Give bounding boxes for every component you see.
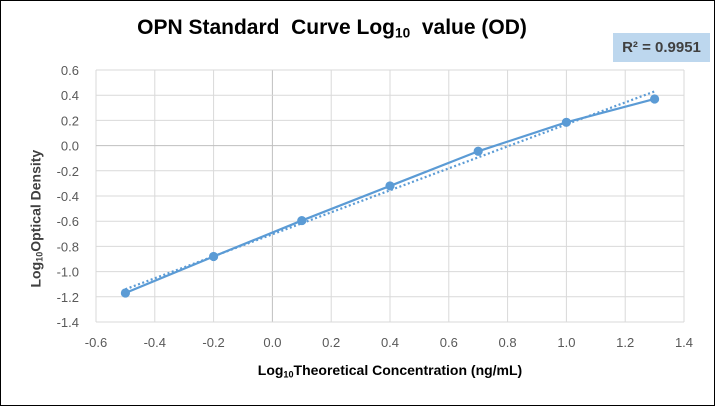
x-axis-label-subscript: 10 (283, 369, 294, 380)
y-tick-label: 0.0 (61, 139, 79, 154)
y-tick-label: -0.6 (57, 214, 79, 229)
chart-title-main: OPN Standard Curve Log (137, 16, 395, 39)
x-tick-label: -0.6 (85, 335, 107, 350)
y-axis-label-rest: Optical Density (27, 149, 44, 252)
y-tick-label: -1.0 (57, 265, 79, 280)
data-point (120, 288, 130, 298)
x-tick-label: -0.2 (202, 335, 224, 350)
y-tick-label: -0.4 (57, 189, 79, 204)
data-point (561, 117, 572, 127)
r-squared-label: R² = 0.9951 (622, 39, 701, 56)
x-tick-label: 0.4 (381, 335, 399, 350)
y-axis-label-subscript: 10 (34, 251, 45, 262)
x-tick-label: 1.0 (557, 335, 575, 350)
data-point (650, 94, 660, 104)
chart-title-subscript: 10 (394, 25, 411, 41)
y-tick-label: -1.2 (57, 290, 79, 305)
data-point (297, 215, 307, 226)
y-tick-label: -0.8 (57, 239, 79, 254)
x-tick-label: 1.4 (675, 335, 693, 350)
y-axis-label: Log10Optical Density (27, 69, 44, 369)
x-tick-label: 0.8 (499, 335, 517, 350)
y-tick-label: -1.4 (57, 315, 79, 330)
y-axis-label-main: Log (27, 261, 44, 288)
x-tick-label: -0.4 (144, 335, 166, 350)
y-tick-label: 0.4 (61, 88, 79, 103)
data-point (209, 251, 219, 262)
x-axis-label-rest: Theoretical Concentration (ng/mL) (293, 362, 523, 378)
chart-title-rest: value (OD) (410, 16, 527, 39)
data-point (473, 146, 483, 156)
x-axis-label-main: Log (257, 362, 284, 378)
x-tick-label: 0.2 (322, 335, 340, 350)
chart-title: OPN Standard Curve Log10 value (OD) (0, 16, 664, 40)
x-axis-label: Log10Theoretical Concentration (ng/mL) (96, 362, 684, 379)
data-point (385, 181, 395, 191)
y-tick-label: 0.6 (61, 63, 79, 78)
x-tick-label: 0.0 (263, 335, 281, 350)
x-tick-label: 0.6 (440, 335, 458, 350)
x-tick-label: 1.2 (616, 335, 634, 350)
r-squared-box (613, 33, 710, 62)
y-tick-label: -0.2 (57, 164, 79, 179)
y-tick-label: 0.2 (61, 113, 79, 128)
